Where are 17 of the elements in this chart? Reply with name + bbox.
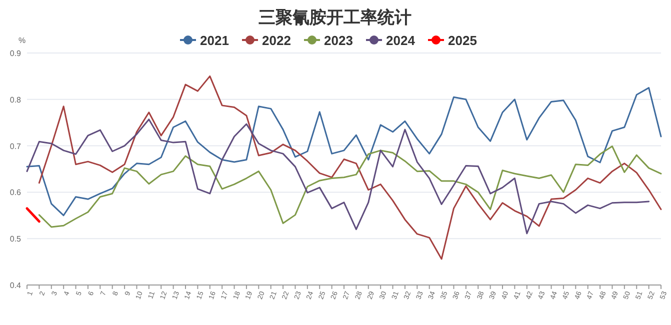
line-series [38,146,662,228]
y-tick-label: 0.9 [10,49,22,58]
chart-title: 三聚氰胺开工率统计 [258,8,412,27]
y-axis-title: % [18,36,26,45]
y-tick-label: 0.7 [10,142,22,151]
legend-label: 2023 [324,33,353,48]
line-series [26,118,650,234]
y-tick-label: 0.4 [10,281,22,290]
legend-label: 2025 [448,33,477,48]
y-tick-label: 0.5 [10,234,22,244]
legend-label: 2024 [386,33,416,48]
legend-label: 2022 [262,33,291,48]
legend-label: 2021 [200,33,229,48]
line-series [38,75,662,260]
y-tick-label: 0.6 [10,188,22,198]
line-series [26,87,662,216]
y-tick-label: 0.8 [10,95,22,104]
